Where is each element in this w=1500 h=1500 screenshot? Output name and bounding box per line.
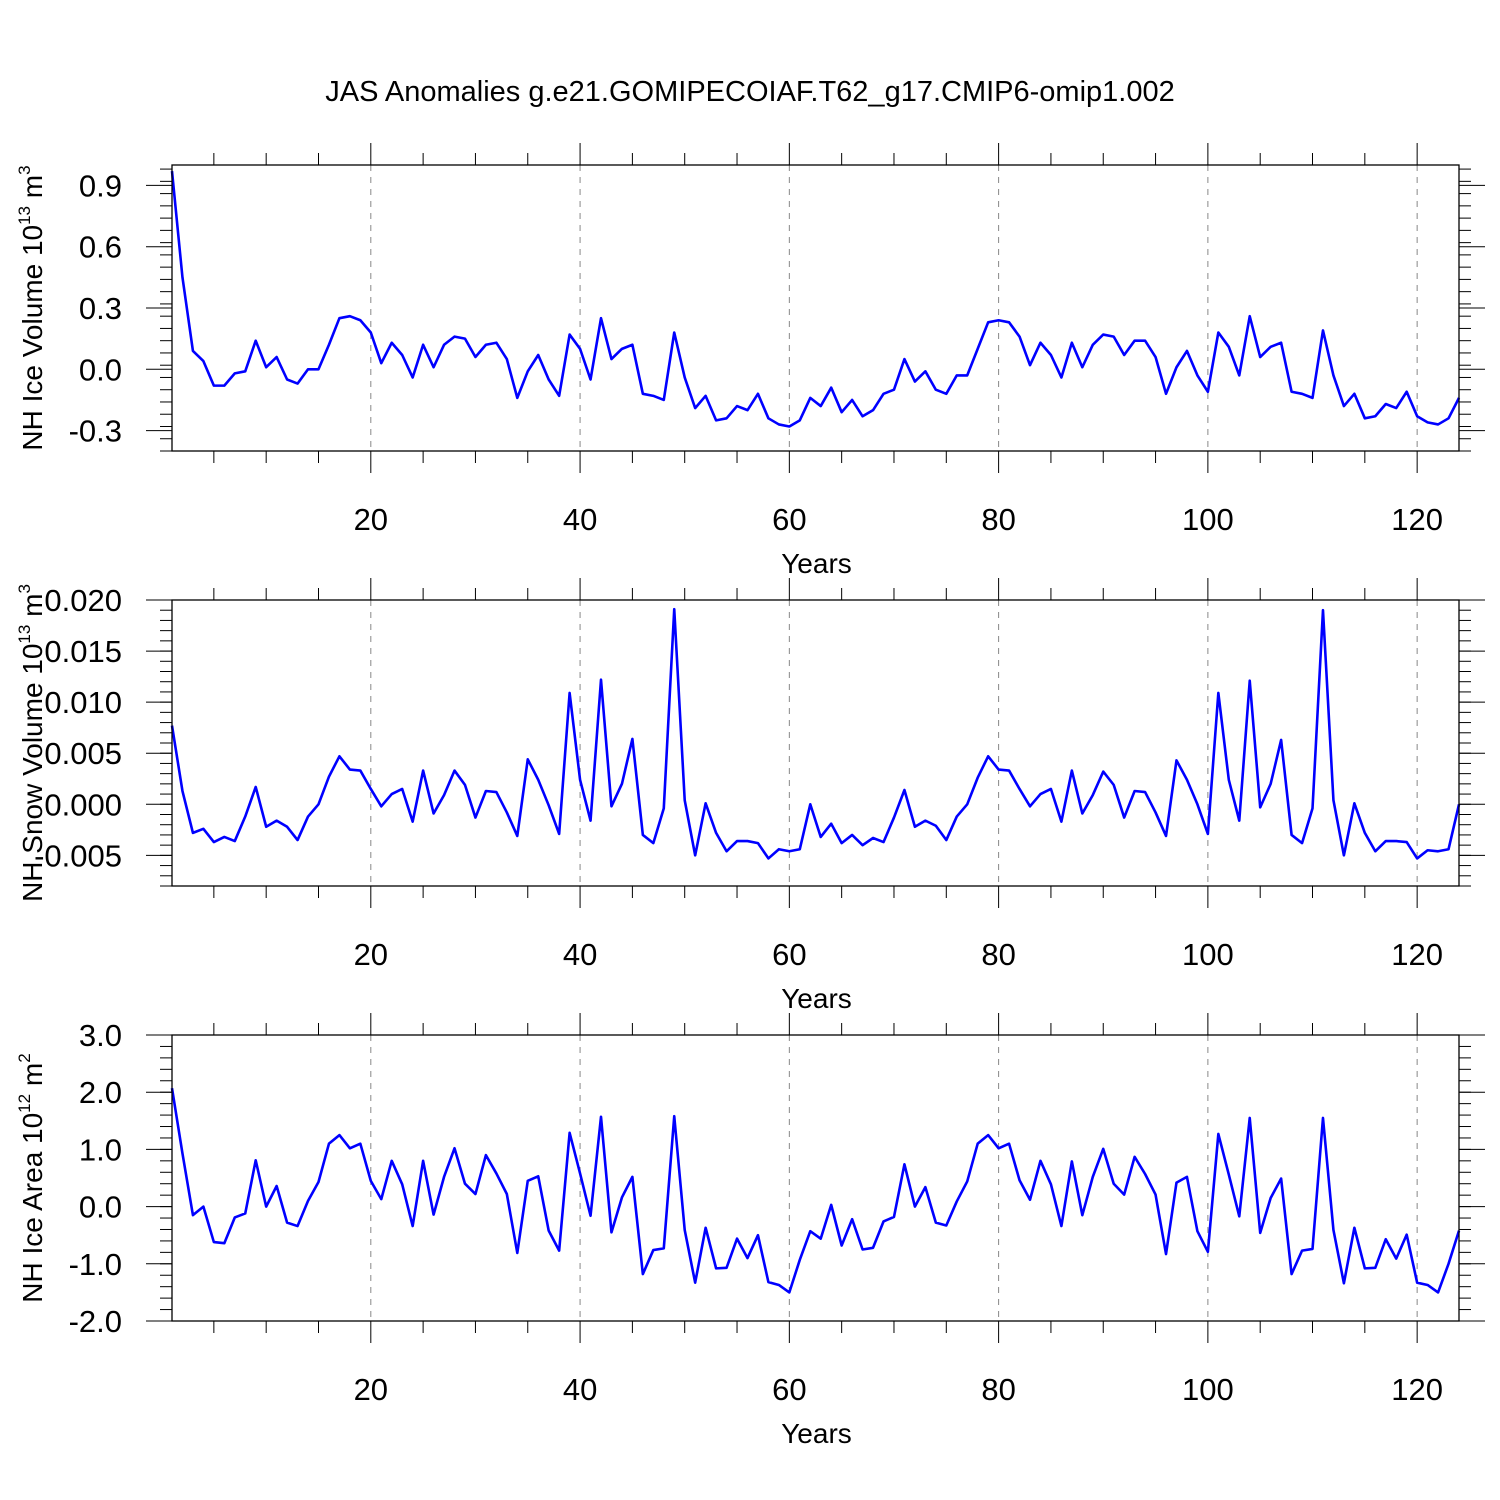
plot-frame: [171, 599, 1460, 887]
y-axis-title-part: 12: [15, 1094, 34, 1113]
y-axis-title-part: NH Ice Area 10: [17, 1113, 48, 1303]
x-tick-label: 60: [772, 502, 806, 537]
x-axis-title: Years: [781, 1418, 852, 1449]
x-tick-label: 40: [563, 1372, 597, 1407]
y-tick-label: 0.020: [44, 583, 122, 618]
x-tick-label: 40: [563, 937, 597, 972]
x-tick-label: 120: [1391, 502, 1443, 537]
y-tick-label: 0.0: [79, 352, 122, 387]
chart-panel-2: 20 40 60 80 100 120 -0.005 0.000 0.005 0.010 0.015…: [15, 578, 1485, 1014]
y-axis-title-part: NH Ice Volume 10: [17, 225, 48, 451]
x-tick-label: 80: [981, 1372, 1015, 1407]
y-axis-title-part: m: [17, 594, 48, 625]
y-tick-label: -0.005: [34, 838, 122, 873]
x-tick-label: 100: [1182, 502, 1234, 537]
series-line-1: [170, 171, 1461, 428]
y-axis-title-part: 3: [15, 165, 34, 174]
y-axis-title-part: 2: [15, 1053, 34, 1062]
chart-panel-1: 20 40 60 80 100 120 -0.3 0.0 0.3 0.6 0.9 Years NH Ic…: [15, 143, 1485, 579]
x-tick-label: 120: [1391, 937, 1443, 972]
y-axis-title-part: 13: [15, 625, 34, 644]
y-axis-title: NH Snow Volume 1013 m3: [15, 584, 48, 902]
series-line-1: [170, 1087, 1461, 1294]
x-tick-label: 20: [354, 937, 388, 972]
series-line-1: [170, 607, 1461, 860]
y-tick-label: 0.9: [79, 168, 122, 203]
x-tick-label: 120: [1391, 1372, 1443, 1407]
x-axis-title: Years: [781, 548, 852, 579]
y-axis-title-part: 3: [15, 584, 34, 593]
y-axis-title-part: 13: [15, 206, 34, 225]
x-tick-label: 20: [354, 502, 388, 537]
x-tick-label: 40: [563, 502, 597, 537]
y-axis-title-part: NH Snow Volume 10: [17, 644, 48, 902]
y-tick-label: 3.0: [79, 1018, 122, 1053]
y-tick-label: 0.005: [44, 736, 122, 771]
y-tick-label: -1.0: [69, 1247, 122, 1282]
y-tick-label: 1.0: [79, 1132, 122, 1167]
x-tick-label: 60: [772, 937, 806, 972]
y-tick-label: 0.3: [79, 291, 122, 326]
y-tick-label: 0.015: [44, 634, 122, 669]
y-axis-title-part: m: [17, 175, 48, 206]
x-tick-label: 60: [772, 1372, 806, 1407]
plot-frame: [171, 1034, 1460, 1322]
x-tick-label: 80: [981, 937, 1015, 972]
x-tick-label: 100: [1182, 937, 1234, 972]
y-axis-title-part: m: [17, 1063, 48, 1094]
y-tick-label: -2.0: [69, 1304, 122, 1339]
x-tick-label: 80: [981, 502, 1015, 537]
plot-frame: [171, 164, 1460, 452]
x-tick-label: 100: [1182, 1372, 1234, 1407]
figure-title: JAS Anomalies g.e21.GOMIPECOIAF.T62_g17.…: [325, 76, 1175, 108]
x-axis-title: Years: [781, 983, 852, 1014]
y-tick-label: 0.0: [79, 1190, 122, 1225]
y-tick-label: 0.000: [44, 787, 122, 822]
x-tick-label: 20: [354, 1372, 388, 1407]
y-tick-label: 2.0: [79, 1075, 122, 1110]
y-tick-label: -0.3: [69, 414, 122, 449]
y-axis-title: NH Ice Volume 1013 m3: [15, 165, 48, 450]
y-tick-label: 0.010: [44, 685, 122, 720]
chart-panel-3: 20 40 60 80 100 120 -2.0 -1.0 0.0 1.0 2.0 3.0 Years N…: [15, 1013, 1485, 1449]
y-axis-title: NH Ice Area 1012 m2: [15, 1053, 48, 1302]
y-tick-label: 0.6: [79, 230, 122, 265]
